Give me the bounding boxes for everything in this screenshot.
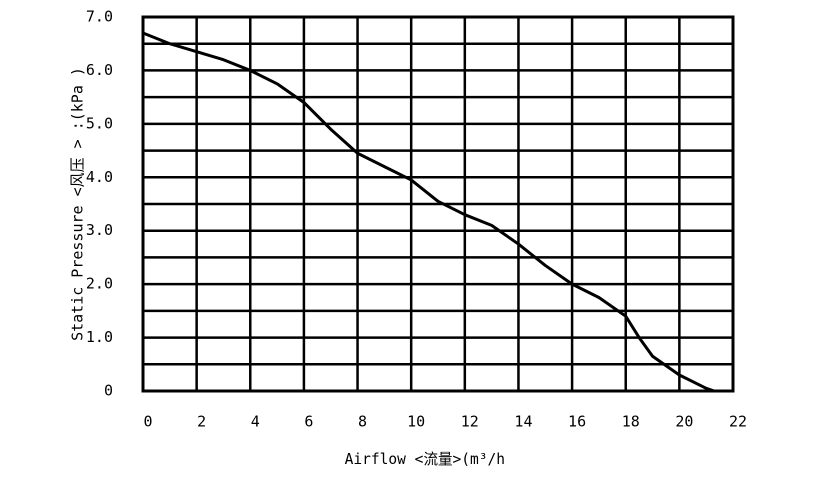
x-tick-label: 12 <box>461 413 479 431</box>
x-tick-label: 4 <box>251 413 260 431</box>
plot-border <box>141 15 735 393</box>
x-tick-label: 10 <box>407 413 425 431</box>
x-tick-label: 8 <box>358 413 367 431</box>
y-tick-label: 4.0 <box>86 168 113 186</box>
y-tick-label: 3.0 <box>86 221 113 239</box>
x-tick-label: 0 <box>143 413 152 431</box>
y-tick-label: 6.0 <box>86 61 113 79</box>
x-tick-label: 20 <box>675 413 693 431</box>
x-tick-label: 2 <box>197 413 206 431</box>
y-tick-label: 2.0 <box>86 275 113 293</box>
y-tick-label: 7.0 <box>86 8 113 26</box>
x-tick-label: 14 <box>514 413 532 431</box>
x-tick-label: 18 <box>622 413 640 431</box>
y-axis-label: Static Pressure <风压 > :(kPa ) <box>69 67 87 341</box>
x-axis-label: Airflow <流量>(m³/h <box>345 451 505 468</box>
x-tick-label: 22 <box>729 413 747 431</box>
y-tick-label: 5.0 <box>86 114 113 132</box>
y-tick-label: 0 <box>104 382 113 400</box>
x-tick-label: 6 <box>304 413 313 431</box>
curve <box>142 31 715 393</box>
x-tick-label: 16 <box>568 413 586 431</box>
y-tick-label: 1.0 <box>86 328 113 346</box>
